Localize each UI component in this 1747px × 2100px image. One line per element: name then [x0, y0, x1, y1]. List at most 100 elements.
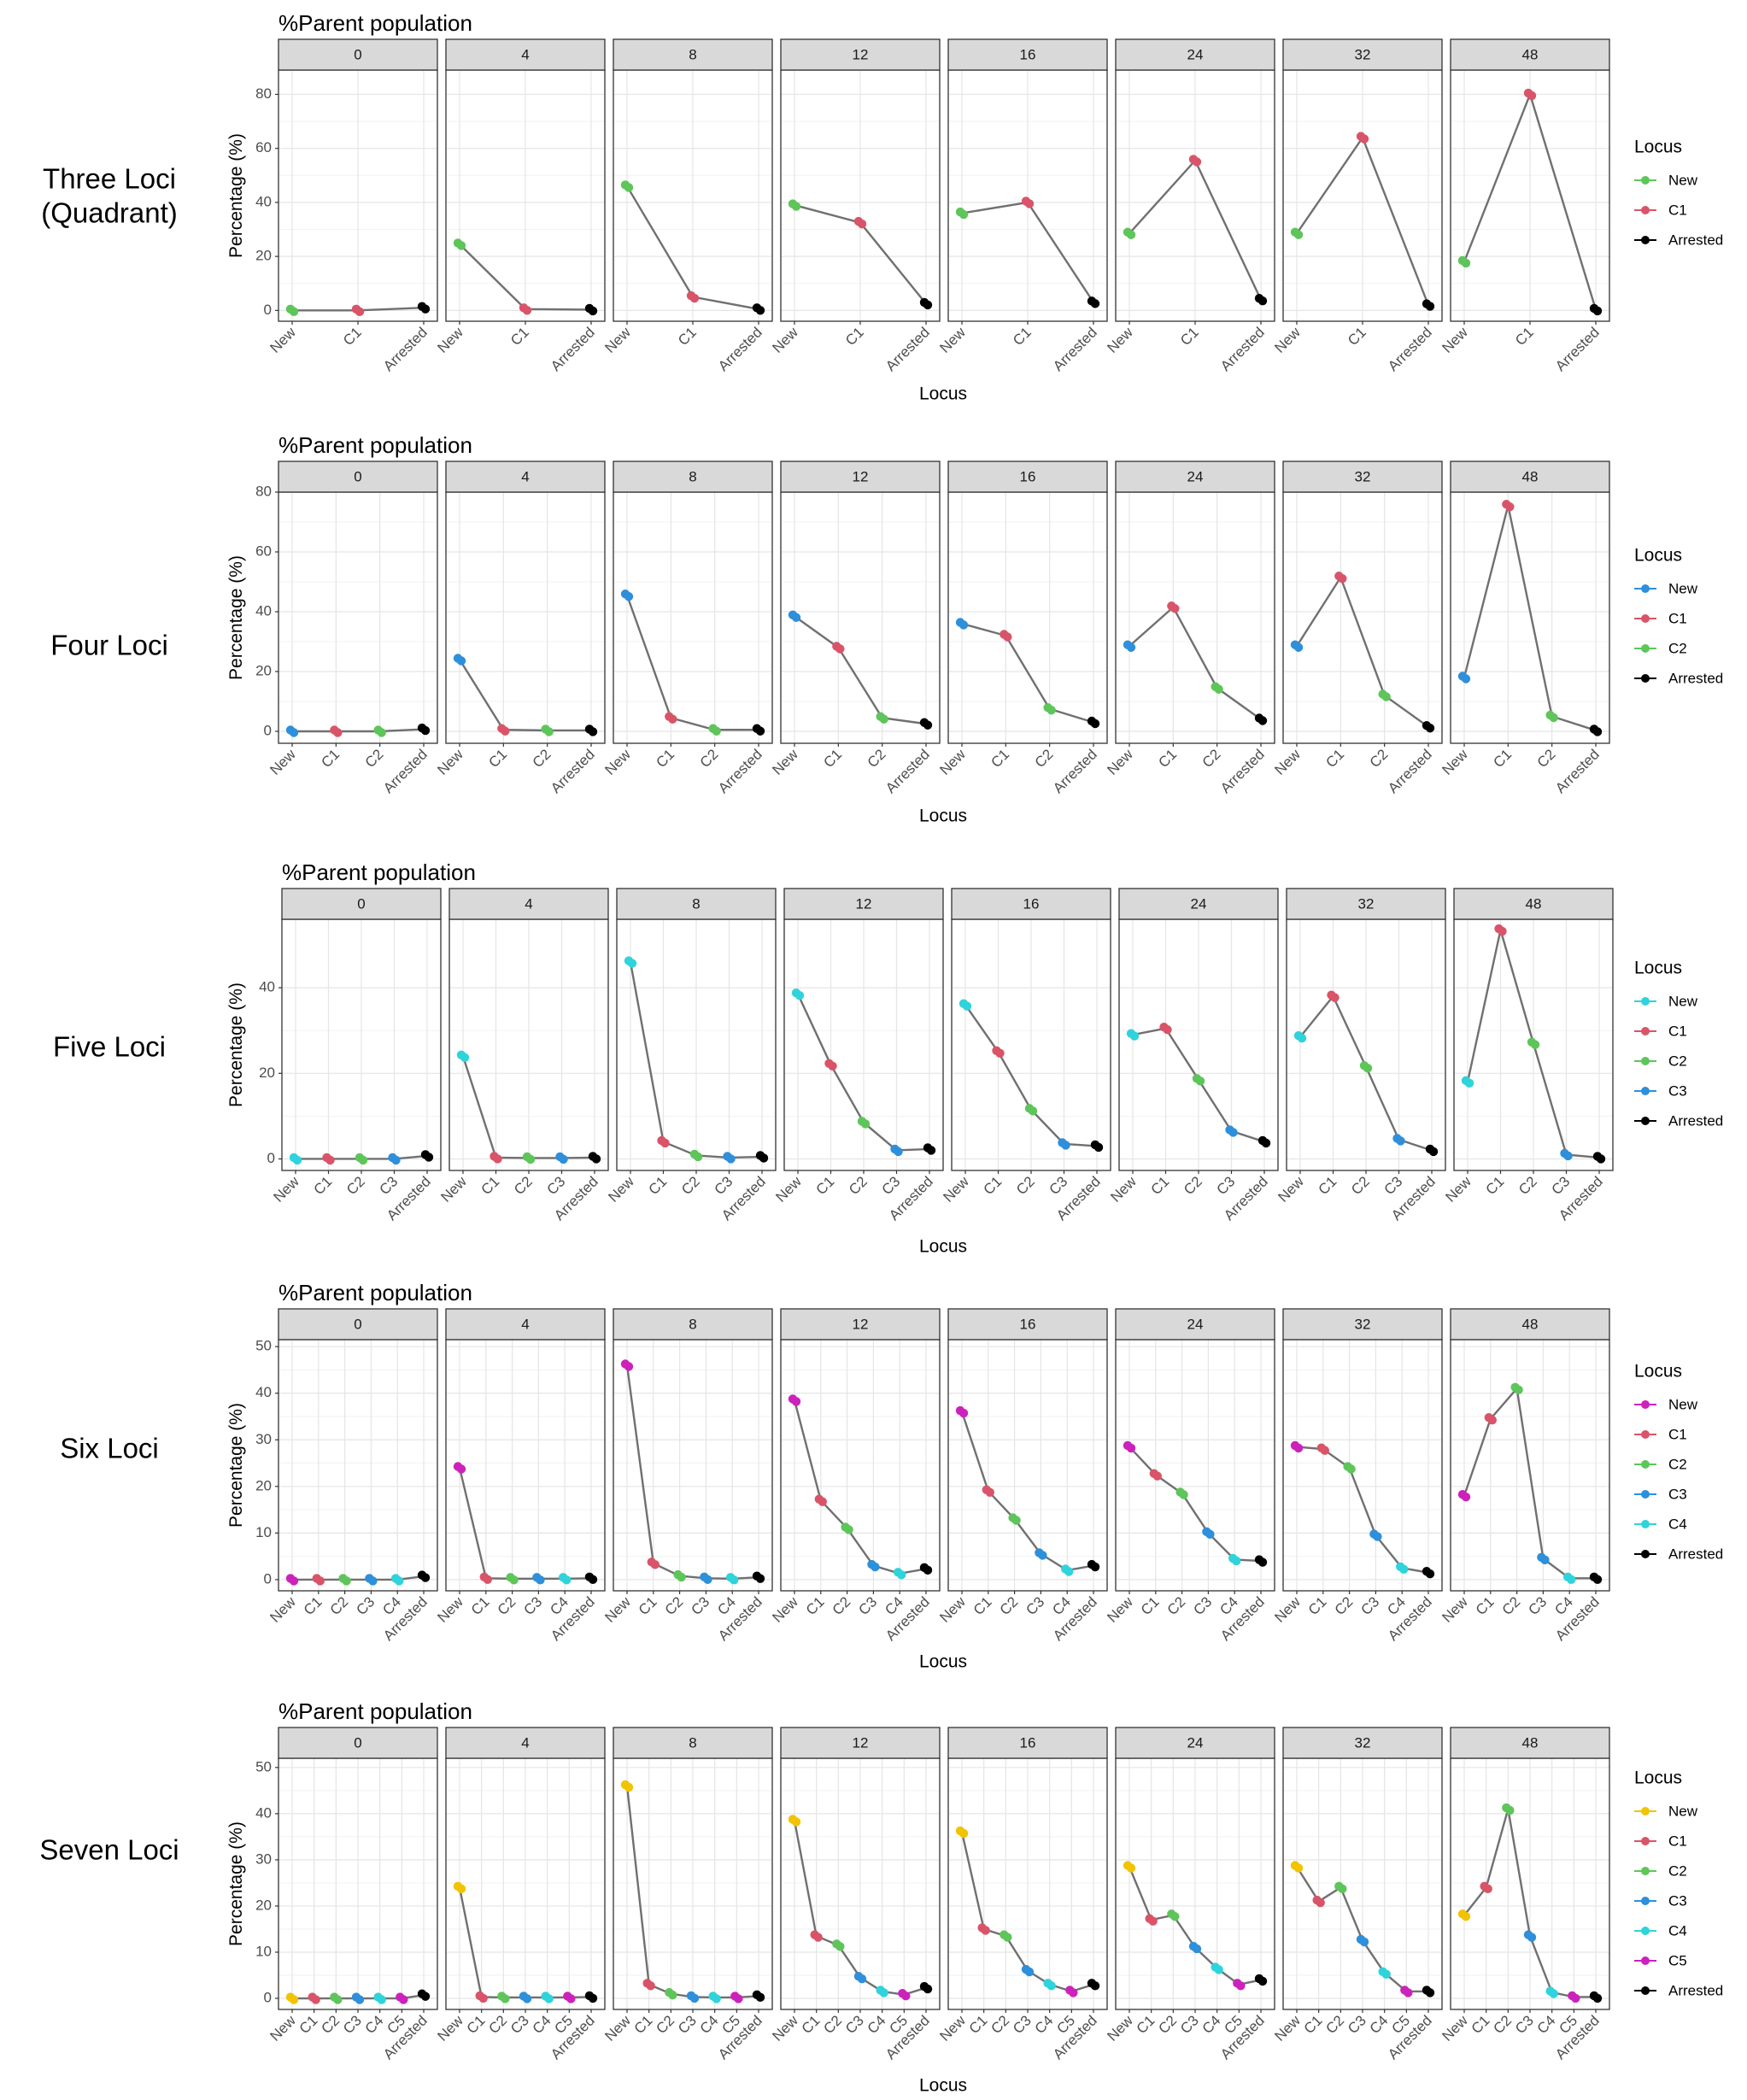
- facet-strip-label: 48: [1522, 1734, 1539, 1751]
- facet-strip-label: 24: [1187, 468, 1204, 484]
- data-point: [522, 1994, 532, 2003]
- data-point: [1592, 306, 1603, 316]
- facet-strip-label: 8: [692, 895, 700, 912]
- data-point: [668, 714, 677, 724]
- panel-background: [948, 1340, 1107, 1591]
- data-point: [726, 1154, 736, 1164]
- data-point: [1046, 706, 1056, 715]
- facet-strip: [278, 38, 438, 71]
- facet-strip: [445, 460, 606, 493]
- data-point: [1571, 1993, 1580, 2003]
- legend-key-point: [1641, 236, 1650, 244]
- facet-strip: [278, 1308, 438, 1340]
- data-point: [624, 183, 634, 192]
- y-tick-label: 30: [255, 1431, 272, 1447]
- x-tick-label: C1: [311, 1173, 336, 1198]
- data-point: [985, 1487, 995, 1497]
- data-point: [959, 1408, 969, 1418]
- x-tick-label: C2: [697, 746, 722, 771]
- x-tick-label: New: [1271, 746, 1304, 778]
- x-tick-label: Arrested: [380, 746, 431, 796]
- data-point: [894, 1147, 903, 1157]
- data-point: [1003, 632, 1012, 642]
- x-tick-label: C2: [830, 1593, 854, 1618]
- x-tick-label: C1: [820, 746, 845, 771]
- legend-label: Arrested: [1668, 670, 1723, 686]
- x-tick-label: C3: [1214, 1173, 1239, 1198]
- x-tick-label: C1: [1345, 324, 1369, 349]
- data-point: [703, 1575, 712, 1584]
- facet-strip: [613, 460, 773, 493]
- y-tick-label: 20: [259, 1065, 275, 1081]
- x-tick-label: New: [434, 2012, 466, 2044]
- x-tick-label: New: [769, 1593, 801, 1626]
- y-tick-label: 0: [264, 722, 272, 738]
- y-tick-label: 40: [255, 193, 272, 209]
- legend-key-point: [1641, 1897, 1650, 1905]
- data-point: [959, 620, 969, 630]
- x-tick-label: C1: [981, 1173, 1005, 1198]
- data-point: [624, 1362, 634, 1371]
- data-point: [1046, 1981, 1056, 1991]
- data-point: [493, 1154, 502, 1164]
- x-tick-label: Arrested: [882, 2012, 933, 2062]
- data-point: [1179, 1490, 1188, 1499]
- legend-key-point: [1641, 1520, 1650, 1528]
- data-point: [420, 304, 431, 314]
- data-point: [712, 726, 721, 736]
- y-tick-label: 0: [264, 1570, 272, 1587]
- x-tick-label: C3: [1512, 2012, 1537, 2037]
- x-tick-label: Arrested: [1217, 2012, 1268, 2062]
- panel-background: [278, 492, 437, 743]
- data-point: [456, 1464, 466, 1474]
- x-tick-label: Arrested: [1552, 324, 1603, 374]
- x-tick-label: New: [936, 2012, 969, 2044]
- x-tick-label: C1: [1473, 1593, 1498, 1618]
- facet-strip-label: 12: [856, 895, 872, 912]
- legend-key-point: [1641, 1057, 1650, 1065]
- x-tick-label: C3: [1190, 1593, 1215, 1618]
- data-point: [315, 1576, 325, 1586]
- data-point: [923, 300, 933, 310]
- facet-strip-label: 48: [1522, 468, 1539, 484]
- x-tick-label: C2: [846, 1173, 871, 1198]
- x-tick-label: C4: [1534, 2012, 1559, 2037]
- x-tick-label: C2: [1013, 1173, 1038, 1198]
- data-point: [1126, 230, 1136, 239]
- panel-background: [446, 492, 605, 743]
- data-point: [857, 1974, 867, 1984]
- x-tick-label: C1: [468, 1593, 493, 1618]
- x-tick-label: C1: [1155, 746, 1180, 771]
- data-point: [1428, 1147, 1439, 1157]
- x-tick-label: New: [1442, 1173, 1474, 1205]
- facet-strip: [947, 38, 1108, 71]
- x-tick-label: C1: [966, 2012, 991, 2037]
- facet-strip-label: 8: [689, 46, 696, 62]
- legend-label: Arrested: [1668, 1112, 1723, 1129]
- legend-label: C3: [1668, 1486, 1687, 1502]
- series-line: [1129, 605, 1262, 720]
- x-tick-label: C2: [318, 2012, 343, 2037]
- x-tick-label: New: [267, 1593, 299, 1626]
- x-tick-label: C3: [842, 2012, 867, 2037]
- data-point: [1257, 1976, 1268, 1986]
- facet-strip: [947, 1308, 1108, 1340]
- data-point: [377, 728, 386, 737]
- x-tick-label: New: [1275, 1173, 1307, 1205]
- data-point: [1399, 1564, 1409, 1574]
- x-tick-label: C1: [1177, 324, 1202, 349]
- facet-strip-label: 8: [689, 468, 696, 484]
- x-tick-label: C2: [997, 1593, 1022, 1618]
- x-tick-label: New: [936, 746, 969, 778]
- legend-label: New: [1668, 580, 1698, 596]
- data-point: [627, 959, 637, 968]
- x-tick-label: Arrested: [1385, 746, 1435, 796]
- x-tick-label: New: [601, 2012, 634, 2044]
- facet-strip-label: 48: [1522, 46, 1539, 62]
- legend-key-point: [1641, 614, 1650, 623]
